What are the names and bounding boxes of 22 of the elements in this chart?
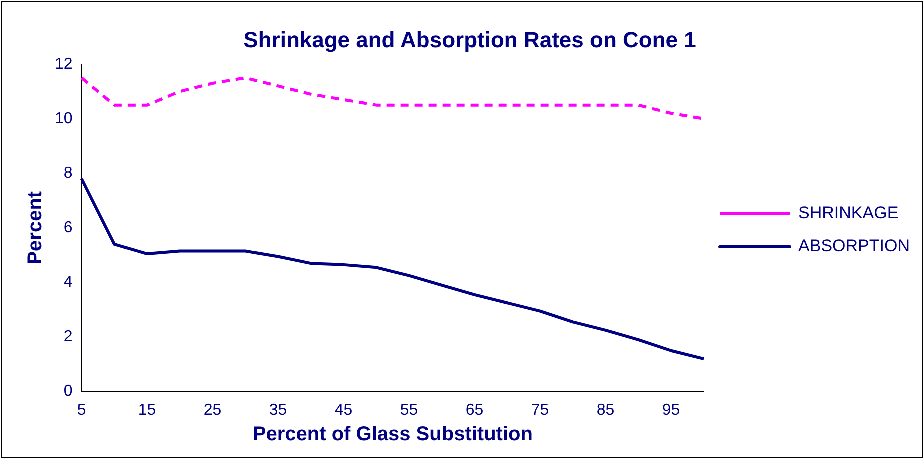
x-axis-title: Percent of Glass Substitution <box>252 424 533 446</box>
x-tick-label: 35 <box>269 402 288 419</box>
y-tick-label: 0 <box>64 383 73 400</box>
x-tick-label: 75 <box>531 402 550 419</box>
y-tick-label: 10 <box>55 110 73 128</box>
x-tick-label: 55 <box>400 402 418 419</box>
x-tick-label: 85 <box>596 402 615 419</box>
y-tick-label: 2 <box>64 328 73 346</box>
x-tick-label: 45 <box>334 402 353 419</box>
legend-label: SHRINKAGE <box>798 204 899 223</box>
x-tick-label: 95 <box>662 402 680 419</box>
y-tick-label: 6 <box>64 220 73 237</box>
x-tick-label: 25 <box>204 402 222 419</box>
x-tick-label: 5 <box>77 402 86 419</box>
x-tick-label: 15 <box>138 402 156 419</box>
y-tick-label: 12 <box>55 56 73 73</box>
chart-title: Shrinkage and Absorption Rates on Cone 1 <box>244 27 696 52</box>
y-axis-title: Percent <box>24 191 47 265</box>
y-tick-label: 8 <box>64 164 73 182</box>
y-tick-label: 4 <box>64 274 73 292</box>
x-tick-label: 65 <box>466 402 484 419</box>
legend-label: ABSORPTION <box>798 236 910 256</box>
